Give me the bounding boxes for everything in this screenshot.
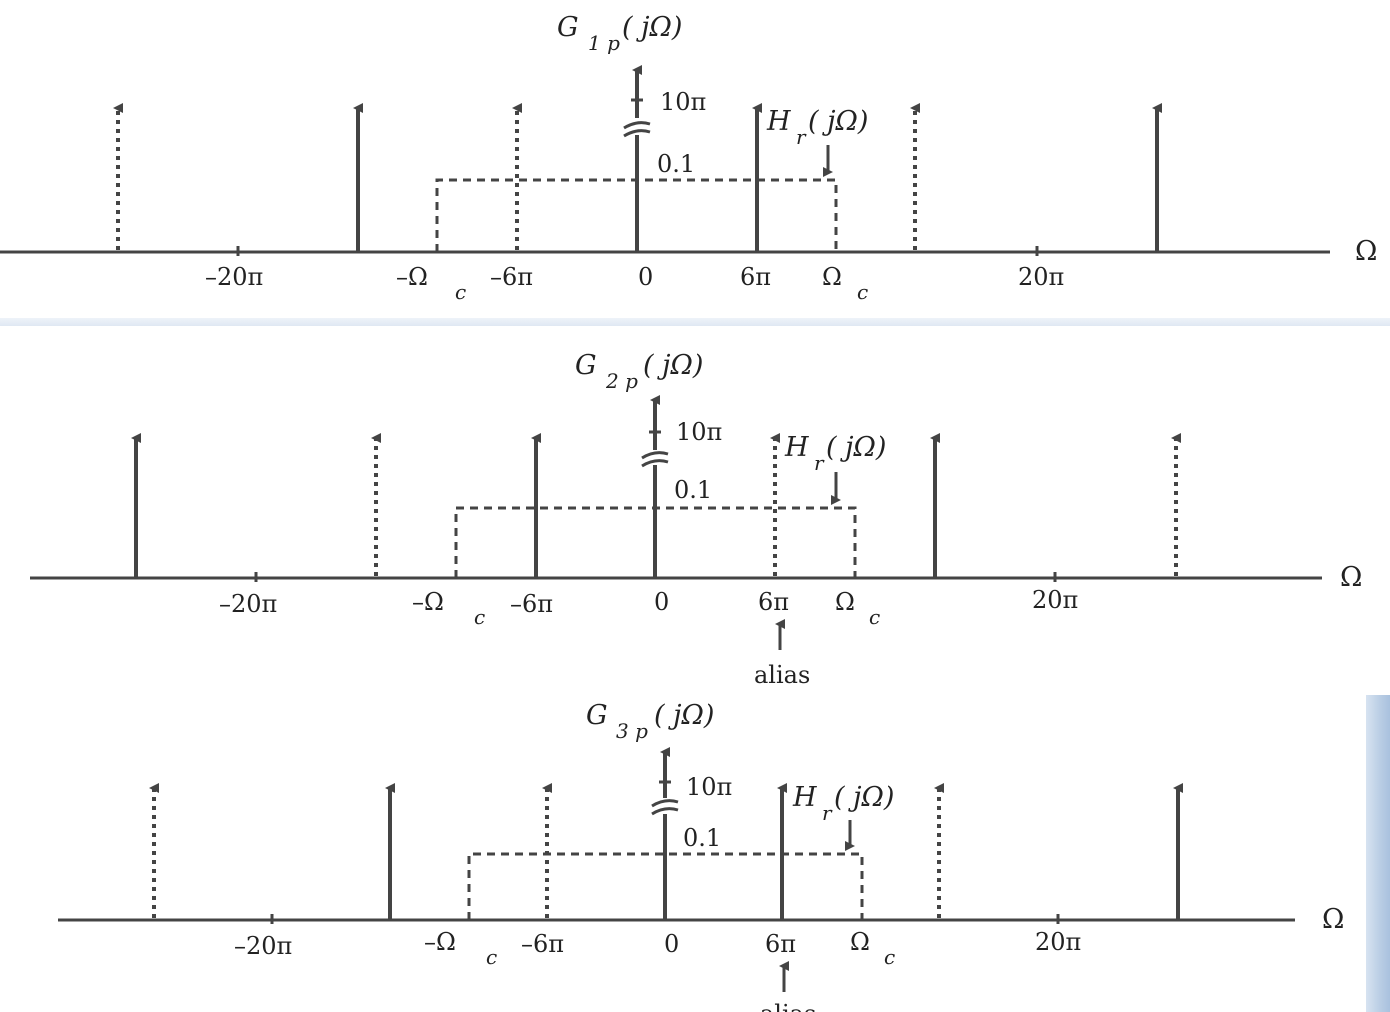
axis-label: Ω	[1340, 562, 1362, 593]
tick-label-sub: c	[869, 605, 880, 629]
alias-label: alias	[754, 661, 810, 689]
tick-label-sub: c	[486, 945, 497, 969]
tick-label: 0	[664, 930, 679, 958]
tick-label: –6π	[510, 590, 553, 618]
filter-gain-label: 0.1	[683, 824, 721, 852]
filter-label-arg: ( jΩ)	[808, 106, 868, 137]
filter-label-sub: r	[814, 451, 825, 475]
tick-label: Ω	[850, 928, 870, 956]
filter-label-arg: ( jΩ)	[826, 432, 886, 463]
impulse-label: 10π	[660, 88, 706, 116]
tick-label: 6π	[765, 930, 796, 958]
tick-label: –Ω	[396, 263, 428, 291]
filter-label-arg: ( jΩ)	[834, 782, 894, 813]
panel-title: G	[557, 12, 579, 43]
axis-break-icon	[641, 451, 669, 468]
tick-label: 6π	[740, 263, 771, 291]
tick-label: –Ω	[412, 588, 444, 616]
tick-label: 20π	[1035, 928, 1081, 956]
axis-label: Ω	[1322, 904, 1344, 935]
panel-title-arg: ( jΩ)	[643, 350, 703, 381]
tick-label-sub: c	[455, 280, 466, 304]
filter-label-sub: r	[822, 801, 833, 825]
impulse-label: 10π	[676, 418, 722, 446]
tick-label: –20π	[219, 590, 277, 618]
panel-title-arg: ( jΩ)	[654, 700, 714, 731]
tick-label-sub: c	[474, 605, 485, 629]
panel-title: G	[575, 350, 597, 381]
filter-label: H	[784, 432, 809, 463]
filter-label: H	[792, 782, 817, 813]
alias-label: alias	[760, 1000, 816, 1012]
tick-label: Ω	[835, 588, 855, 616]
tick-label: 0	[654, 588, 669, 616]
panel-title-sub: 3 p	[616, 719, 648, 743]
tick-label: –20π	[205, 263, 263, 291]
filter-response	[467, 852, 864, 920]
panel-title-sub: 1 p	[588, 31, 620, 55]
panel-title-sub: 2 p	[605, 369, 638, 393]
filter-gain-label: 0.1	[674, 476, 712, 504]
tick-label: 20π	[1032, 586, 1078, 614]
filter-gain-label: 0.1	[657, 150, 695, 178]
tick-label: –6π	[490, 263, 533, 291]
tick-label: –6π	[521, 930, 564, 958]
panel-separator-band	[0, 318, 1390, 326]
panel-3: G 3 p ( jΩ) 10π H r ( jΩ) 0.1 Ω –20π –Ω …	[58, 700, 1344, 1012]
tick-label: 6π	[758, 588, 789, 616]
tick-label: 20π	[1018, 263, 1064, 291]
tick-label-sub: c	[857, 280, 868, 304]
impulse-label: 10π	[686, 773, 732, 801]
tick-label: Ω	[822, 263, 842, 291]
axis-break-icon	[623, 121, 651, 138]
filter-label: H	[766, 106, 791, 137]
axis-break-icon	[651, 799, 679, 816]
tick-label-sub: c	[884, 945, 895, 969]
panel-title: G	[586, 700, 608, 731]
tick-label: 0	[638, 263, 653, 291]
tick-label: –20π	[234, 932, 292, 960]
panel-1: G 1 p ( jΩ) 10π H r ( jΩ) 0.1 Ω –20π –Ω …	[0, 12, 1377, 304]
axis-label: Ω	[1355, 236, 1377, 267]
panel-title-arg: ( jΩ)	[622, 12, 682, 43]
panel-2: G 2 p ( jΩ) 10π H r ( jΩ) 0.1 Ω –20π –Ω …	[30, 350, 1362, 689]
sidebar-decoration	[1366, 695, 1390, 1012]
filter-label-sub: r	[796, 125, 807, 149]
tick-label: –Ω	[424, 928, 456, 956]
